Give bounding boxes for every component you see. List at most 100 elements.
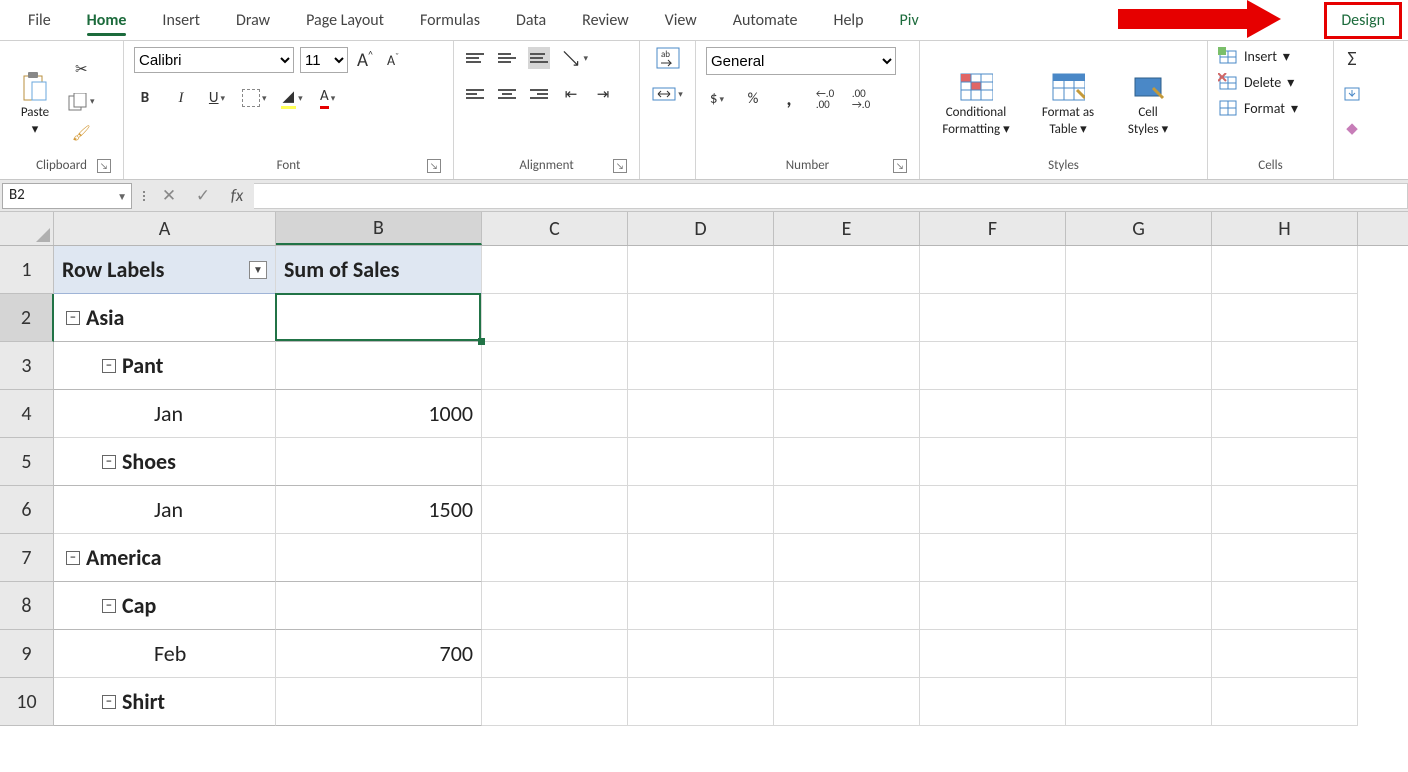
cell-D3[interactable] xyxy=(628,342,774,390)
cells-area[interactable]: Row Labels▼Sum of Sales−Asia−PantJan1000… xyxy=(54,246,1358,726)
cell-C9[interactable] xyxy=(482,630,628,678)
cut-button[interactable]: ✂ xyxy=(70,59,92,81)
copy-button[interactable]: ▾ xyxy=(68,91,95,113)
cell-A2[interactable]: −Asia xyxy=(54,294,276,342)
cell-C7[interactable] xyxy=(482,534,628,582)
cell-H6[interactable] xyxy=(1212,486,1358,534)
cell-C1[interactable] xyxy=(482,246,628,294)
row-header-7[interactable]: 7 xyxy=(0,534,54,582)
cell-G2[interactable] xyxy=(1066,294,1212,342)
enter-formula-button[interactable]: ✓ xyxy=(186,185,220,206)
tab-contextual-partial[interactable]: Piv xyxy=(882,3,923,40)
row-header-4[interactable]: 4 xyxy=(0,390,54,438)
tab-design[interactable]: Design xyxy=(1324,2,1402,39)
row-header-10[interactable]: 10 xyxy=(0,678,54,726)
cell-F9[interactable] xyxy=(920,630,1066,678)
cell-D10[interactable] xyxy=(628,678,774,726)
cell-E2[interactable] xyxy=(774,294,920,342)
cell-B3[interactable] xyxy=(276,342,482,390)
cell-B5[interactable] xyxy=(276,438,482,486)
cell-D4[interactable] xyxy=(628,390,774,438)
row-header-6[interactable]: 6 xyxy=(0,486,54,534)
cell-E9[interactable] xyxy=(774,630,920,678)
font-size-select[interactable]: 11 xyxy=(300,47,348,73)
cell-E6[interactable] xyxy=(774,486,920,534)
collapse-icon[interactable]: − xyxy=(102,359,116,373)
tab-view[interactable]: View xyxy=(647,3,715,40)
tab-file[interactable]: File xyxy=(10,3,69,40)
row-header-2[interactable]: 2 xyxy=(0,294,54,342)
cell-E3[interactable] xyxy=(774,342,920,390)
cell-G7[interactable] xyxy=(1066,534,1212,582)
cell-D1[interactable] xyxy=(628,246,774,294)
cell-E7[interactable] xyxy=(774,534,920,582)
cell-B10[interactable] xyxy=(276,678,482,726)
cell-E10[interactable] xyxy=(774,678,920,726)
wrap-text-button[interactable]: ab xyxy=(656,47,680,69)
row-header-1[interactable]: 1 xyxy=(0,246,54,294)
cell-B1[interactable]: Sum of Sales xyxy=(276,246,482,294)
clear-button[interactable]: ◆ xyxy=(1341,117,1363,139)
percent-button[interactable]: % xyxy=(742,88,764,110)
tab-draw[interactable]: Draw xyxy=(218,3,288,40)
fill-handle[interactable] xyxy=(478,338,485,345)
cell-A3[interactable]: −Pant xyxy=(54,342,276,390)
cell-D2[interactable] xyxy=(628,294,774,342)
collapse-icon[interactable]: − xyxy=(66,311,80,325)
fx-button[interactable]: fx xyxy=(220,185,254,206)
tab-automate[interactable]: Automate xyxy=(715,3,816,40)
row-header-5[interactable]: 5 xyxy=(0,438,54,486)
select-all-button[interactable] xyxy=(0,212,54,245)
cell-G3[interactable] xyxy=(1066,342,1212,390)
cell-A10[interactable]: −Shirt xyxy=(54,678,276,726)
accounting-format-button[interactable]: $▾ xyxy=(706,88,728,110)
cell-G1[interactable] xyxy=(1066,246,1212,294)
increase-indent-button[interactable]: ⇥ xyxy=(592,83,614,105)
font-color-button[interactable]: A▾ xyxy=(317,87,339,109)
dialog-launcher-icon[interactable]: ↘ xyxy=(427,159,441,173)
border-button[interactable]: ▾ xyxy=(242,87,267,109)
cell-C3[interactable] xyxy=(482,342,628,390)
tab-formulas[interactable]: Formulas xyxy=(402,3,498,40)
cell-D8[interactable] xyxy=(628,582,774,630)
cell-F8[interactable] xyxy=(920,582,1066,630)
merge-center-button[interactable]: ▾ xyxy=(652,83,683,105)
autosum-button[interactable]: Σ xyxy=(1341,47,1363,71)
cell-A4[interactable]: Jan xyxy=(54,390,276,438)
cell-E4[interactable] xyxy=(774,390,920,438)
comma-button[interactable]: , xyxy=(778,87,800,111)
tab-page-layout[interactable]: Page Layout xyxy=(288,3,402,40)
cell-D9[interactable] xyxy=(628,630,774,678)
cell-H7[interactable] xyxy=(1212,534,1358,582)
cell-C6[interactable] xyxy=(482,486,628,534)
number-format-select[interactable]: General xyxy=(706,47,896,75)
fill-color-button[interactable]: ◢▾ xyxy=(281,87,303,109)
cell-E1[interactable] xyxy=(774,246,920,294)
cell-H1[interactable] xyxy=(1212,246,1358,294)
collapse-icon[interactable]: − xyxy=(102,695,116,709)
cell-F3[interactable] xyxy=(920,342,1066,390)
cell-G5[interactable] xyxy=(1066,438,1212,486)
align-left-button[interactable] xyxy=(464,83,486,105)
delete-cells-button[interactable]: Delete▾ xyxy=(1218,73,1310,91)
cell-B6[interactable]: 1500 xyxy=(276,486,482,534)
decrease-decimal-button[interactable]: .00→.0 xyxy=(850,88,872,110)
tab-data[interactable]: Data xyxy=(498,3,564,40)
font-name-select[interactable]: Calibri xyxy=(134,47,294,73)
cell-D6[interactable] xyxy=(628,486,774,534)
column-header-G[interactable]: G xyxy=(1066,212,1212,245)
cell-G4[interactable] xyxy=(1066,390,1212,438)
cell-C8[interactable] xyxy=(482,582,628,630)
tab-help[interactable]: Help xyxy=(816,3,882,40)
cell-A7[interactable]: −America xyxy=(54,534,276,582)
dialog-launcher-icon[interactable]: ↘ xyxy=(893,159,907,173)
cell-F2[interactable] xyxy=(920,294,1066,342)
cell-E8[interactable] xyxy=(774,582,920,630)
cancel-formula-button[interactable]: ✕ xyxy=(152,185,186,206)
cell-F4[interactable] xyxy=(920,390,1066,438)
cell-H8[interactable] xyxy=(1212,582,1358,630)
orientation-button[interactable]: ⟶▾ xyxy=(560,47,588,69)
italic-button[interactable]: I xyxy=(170,87,192,109)
cell-F1[interactable] xyxy=(920,246,1066,294)
cell-F5[interactable] xyxy=(920,438,1066,486)
